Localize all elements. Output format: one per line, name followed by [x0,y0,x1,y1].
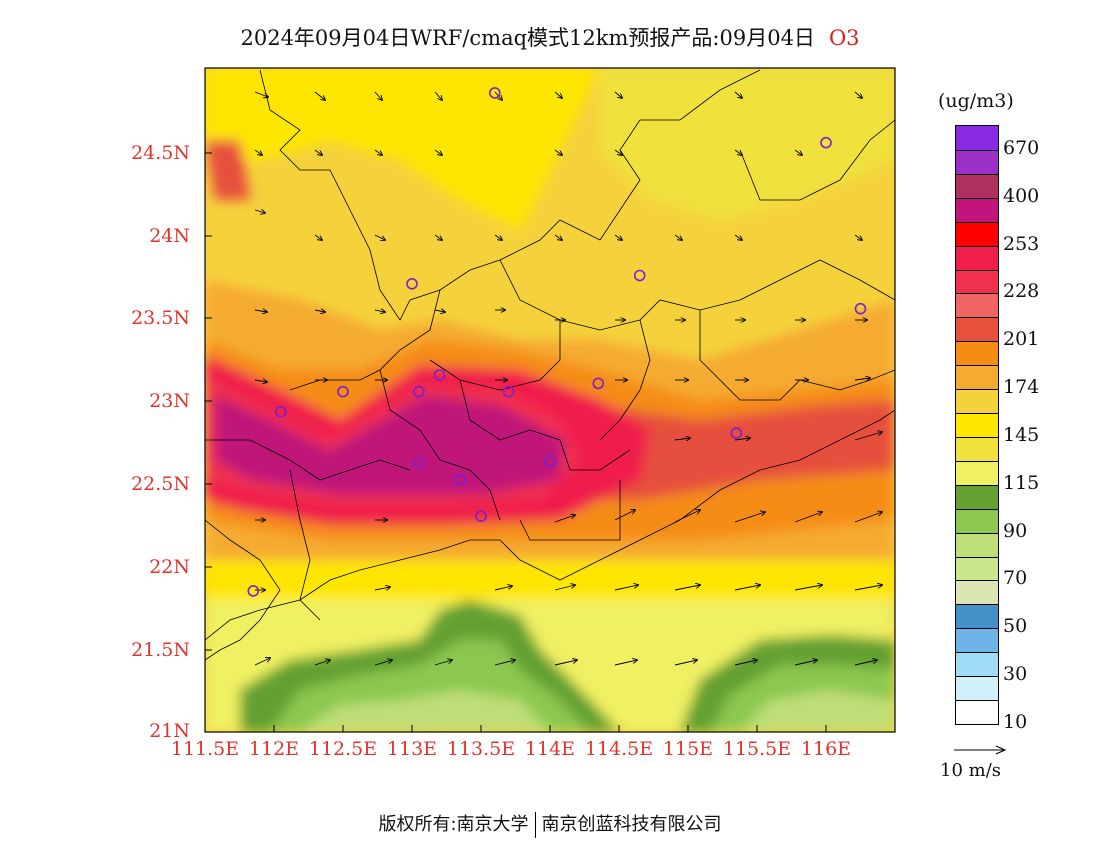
colorbar-label: 30 [1003,663,1028,686]
colorbar-swatch [956,676,998,701]
station-marker [820,136,832,149]
lon-label-112: 112E [248,738,300,760]
copyright-footer: 版权所有:南京大学 南京创蓝科技有限公司 [0,810,1100,838]
station-marker [406,277,418,290]
province-borders [205,69,895,661]
species-label: O3 [828,26,860,50]
colorbar-swatch [956,245,998,270]
colorbar-swatch [956,556,998,581]
lat-label-22: 22N [149,556,190,578]
colorbar-swatch [956,700,998,724]
lat-label-23.5: 23.5N [131,307,190,329]
station-marker [488,87,501,99]
colorbar-swatch [956,413,998,437]
colorbar-swatch [956,293,998,318]
colorbar-swatch [956,365,998,390]
lon-label-116: 116E [800,738,852,760]
footer-divider [534,812,536,838]
colorbar-swatch [956,269,998,294]
colorbar [955,125,999,725]
station-marker [592,377,605,390]
vector-legend-label: 10 m/s [940,760,1001,781]
station-marker [854,302,867,315]
colorbar-unit: (ug/m3) [938,90,1014,112]
colorbar-swatch [956,604,998,629]
colorbar-label: 50 [1003,615,1028,638]
lon-label-114: 114E [524,738,576,760]
lon-label-114.5: 114.5E [584,738,654,760]
colorbar-label: 115 [1003,471,1040,494]
colorbar-swatch [956,126,998,150]
station-marker [454,473,467,486]
colorbar-swatch [956,389,998,414]
station-marker [337,385,349,398]
coastline [205,409,895,641]
lon-label-112.5: 112.5E [308,738,378,760]
colorbar-label: 400 [1003,184,1040,207]
lat-label-24.5: 24.5N [131,142,190,164]
colorbar-swatch [956,341,998,366]
colorbar-label: 145 [1003,423,1040,446]
colorbar-label: 670 [1003,136,1040,159]
colorbar-swatch [956,508,998,533]
lon-label-113.5: 113.5E [446,738,516,760]
station-marker [544,455,556,468]
colorbar-swatch [956,436,998,461]
station-marker [475,510,487,523]
lon-label-113: 113E [386,738,438,760]
station-markers [247,87,867,597]
lat-label-21: 21N [149,720,190,742]
colorbar-swatch [956,173,998,198]
station-marker [413,457,425,469]
colorbar-swatch [956,580,998,605]
copyright-company: 南京创蓝科技有限公司 [541,814,722,835]
lat-label-22.5: 22.5N [131,473,190,495]
colorbar-swatch [956,652,998,677]
station-marker [633,269,646,282]
colorbar-swatch [956,221,998,246]
colorbar-label: 10 [1003,711,1028,733]
colorbar-label: 90 [1003,519,1028,542]
station-marker [502,385,515,398]
colorbar-swatch [956,484,998,509]
lon-label-111.5: 111.5E [170,738,240,760]
vector-legend-arrow [954,745,1007,755]
wind-vectors [254,91,882,666]
lat-label-23: 23N [149,390,190,412]
colorbar-label: 201 [1003,328,1040,351]
colorbar-swatch [956,628,998,653]
chart-title: 2024年09月04日WRF/cmaq模式12km预报产品:09月04日 O3 [0,22,1100,52]
station-marker [413,385,425,398]
station-marker [275,405,287,418]
copyright-owner: 版权所有:南京大学 [378,814,529,835]
station-marker [247,585,260,597]
lat-label-21.5: 21.5N [131,639,190,661]
colorbar-swatch [956,532,998,557]
colorbar-label: 174 [1003,376,1040,399]
lon-label-115.5: 115.5E [722,738,792,760]
colorbar-swatch [956,197,998,222]
axis-ticks [205,152,827,732]
lon-label-115: 115E [662,738,714,760]
station-marker [730,427,743,440]
title-text: 2024年09月04日WRF/cmaq模式12km预报产品:09月04日 [240,26,815,50]
colorbar-label: 70 [1003,567,1028,590]
lat-label-24: 24N [149,225,190,247]
colorbar-label: 253 [1003,232,1040,255]
colorbar-label: 228 [1003,280,1040,303]
colorbar-swatch [956,149,998,174]
colorbar-swatch [956,460,998,485]
concentration-field [205,68,895,732]
station-marker [433,369,446,381]
colorbar-swatch [956,317,998,342]
